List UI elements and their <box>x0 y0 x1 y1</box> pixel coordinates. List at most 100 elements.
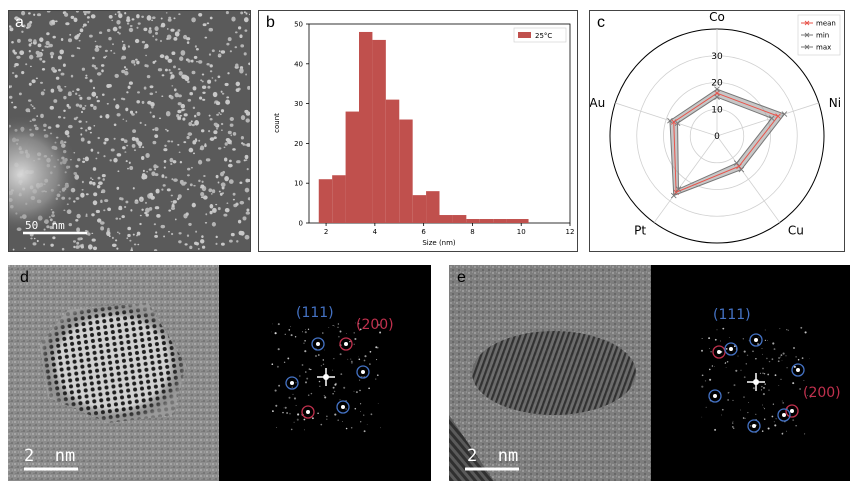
fft-ring-200 <box>301 405 315 419</box>
fft-speck <box>319 385 321 387</box>
fft-speck <box>786 366 788 369</box>
x-tick-label: 2 <box>324 228 328 236</box>
fft-speck <box>763 407 765 409</box>
fft-speck <box>778 385 780 386</box>
x-tick-label: 12 <box>566 228 575 236</box>
fft-speck <box>337 419 340 422</box>
fft-speck <box>759 372 761 374</box>
fft-speck <box>701 385 704 388</box>
panel-label-c: c <box>597 14 605 31</box>
fft-speck <box>711 365 714 367</box>
hrtem-image <box>8 265 431 481</box>
fft-speck <box>326 415 328 418</box>
fft-label-200: (200) <box>356 317 394 333</box>
min-max-band <box>669 89 785 196</box>
fft-speck <box>743 350 746 353</box>
radar-axis-label-pt: Pt <box>634 224 646 238</box>
fft-speck <box>710 351 712 353</box>
fft-speck <box>727 399 729 401</box>
radial-tick-label: 20 <box>711 79 723 89</box>
fft-speck <box>341 420 344 423</box>
fft-speck <box>755 432 757 434</box>
fft-speck <box>332 393 334 395</box>
fft-speck <box>763 418 766 420</box>
fft-speck <box>366 424 368 425</box>
fft-speck <box>764 408 765 410</box>
fft-speck <box>758 336 760 338</box>
fft-speck <box>762 367 764 370</box>
fft-speck <box>305 381 307 384</box>
fft-speck <box>767 427 770 430</box>
fft-speck <box>716 329 718 331</box>
radar-marker-max <box>667 117 673 124</box>
fft-speck <box>742 417 745 419</box>
fft-speck <box>773 421 775 423</box>
fft-speck <box>801 357 804 359</box>
panel-label-e: e <box>457 269 466 286</box>
fft-speck <box>772 403 775 405</box>
scalebar-label: 2 nm <box>467 446 519 466</box>
fft-speck <box>311 417 314 420</box>
fft-ring-200 <box>785 404 799 418</box>
fft-speck <box>350 427 353 429</box>
nanoparticle <box>472 331 636 415</box>
fft-speck <box>782 431 784 433</box>
fft-speck <box>306 377 309 380</box>
radar-axis-label-ni: Ni <box>829 96 841 110</box>
fft-speck <box>314 354 318 358</box>
fft-speck <box>780 378 782 380</box>
y-tick-label: 40 <box>294 60 303 68</box>
fft-speck <box>339 330 342 333</box>
radar-marker-min <box>674 120 681 127</box>
fft-ring-111 <box>749 333 763 347</box>
fft-speck <box>289 413 291 415</box>
fft-speck <box>304 429 305 431</box>
x-tick-label: 4 <box>373 228 378 236</box>
legend-entry-min: min <box>801 32 829 40</box>
y-tick-label: 20 <box>294 140 303 148</box>
fft-label-111: (111) <box>713 307 751 323</box>
radar-marker-max <box>781 111 788 117</box>
fft-speck <box>766 357 768 360</box>
fft-speck <box>287 357 290 360</box>
fft-speck <box>804 394 806 395</box>
legend: mean min max <box>797 14 841 56</box>
fft-speck <box>762 372 764 375</box>
fft-speck <box>284 406 287 409</box>
fft-speck <box>377 323 380 326</box>
y-tick-label: 10 <box>294 180 303 188</box>
x-axis-label: Size (nm) <box>422 239 456 247</box>
fft-speck <box>358 356 359 358</box>
fft-speck <box>304 339 306 342</box>
radial-tick-label: 10 <box>711 105 723 115</box>
fft-speck <box>363 359 366 362</box>
fft-speck <box>360 421 362 423</box>
fft-speck <box>275 404 278 407</box>
fft-speck <box>358 323 360 325</box>
fft-speck <box>343 386 346 389</box>
fft-speck <box>322 363 325 365</box>
fft-speck <box>714 428 717 431</box>
size-histogram: 2 4 6 8 10 12 0 10 20 30 40 50 Size (nm) count 25°… <box>273 21 575 248</box>
fft-speck <box>354 407 357 410</box>
fft-speck <box>714 338 717 341</box>
fft-speck <box>749 424 752 427</box>
fft-ring-111 <box>747 419 761 433</box>
fft-speck <box>332 369 334 371</box>
fft-ring-200 <box>712 345 726 359</box>
radar-spoke <box>716 135 781 223</box>
histogram-bar <box>493 219 507 223</box>
fft-speck <box>276 365 279 368</box>
fft-speck <box>353 390 355 392</box>
panel-d-hrtem: d 2 nm (111) (200) <box>8 265 431 481</box>
fft-speck <box>328 327 330 328</box>
fft-speck <box>725 348 728 350</box>
fft-speck <box>359 328 362 331</box>
fft-speck <box>317 354 320 356</box>
fft-speck <box>761 348 763 349</box>
radar-series-max <box>669 88 786 197</box>
fft-speck <box>332 386 335 389</box>
legend-swatch <box>518 32 531 38</box>
fft-speck <box>701 374 704 377</box>
fft-speck <box>350 361 353 364</box>
